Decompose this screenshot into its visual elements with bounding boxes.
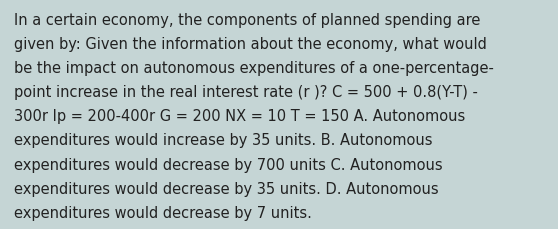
Text: expenditures would increase by 35 units. B. Autonomous: expenditures would increase by 35 units.… <box>14 133 432 148</box>
Text: point increase in the real interest rate (r )? C = 500 + 0.8(Y-T) -: point increase in the real interest rate… <box>14 85 478 100</box>
Text: expenditures would decrease by 35 units. D. Autonomous: expenditures would decrease by 35 units.… <box>14 181 439 196</box>
Text: expenditures would decrease by 700 units C. Autonomous: expenditures would decrease by 700 units… <box>14 157 442 172</box>
Text: given by: Given the information about the economy, what would: given by: Given the information about th… <box>14 37 487 52</box>
Text: expenditures would decrease by 7 units.: expenditures would decrease by 7 units. <box>14 205 312 220</box>
Text: be the impact on autonomous expenditures of a one-percentage-: be the impact on autonomous expenditures… <box>14 61 494 76</box>
Text: In a certain economy, the components of planned spending are: In a certain economy, the components of … <box>14 13 480 27</box>
Text: 300r Ip = 200-400r G = 200 NX = 10 T = 150 A. Autonomous: 300r Ip = 200-400r G = 200 NX = 10 T = 1… <box>14 109 465 124</box>
